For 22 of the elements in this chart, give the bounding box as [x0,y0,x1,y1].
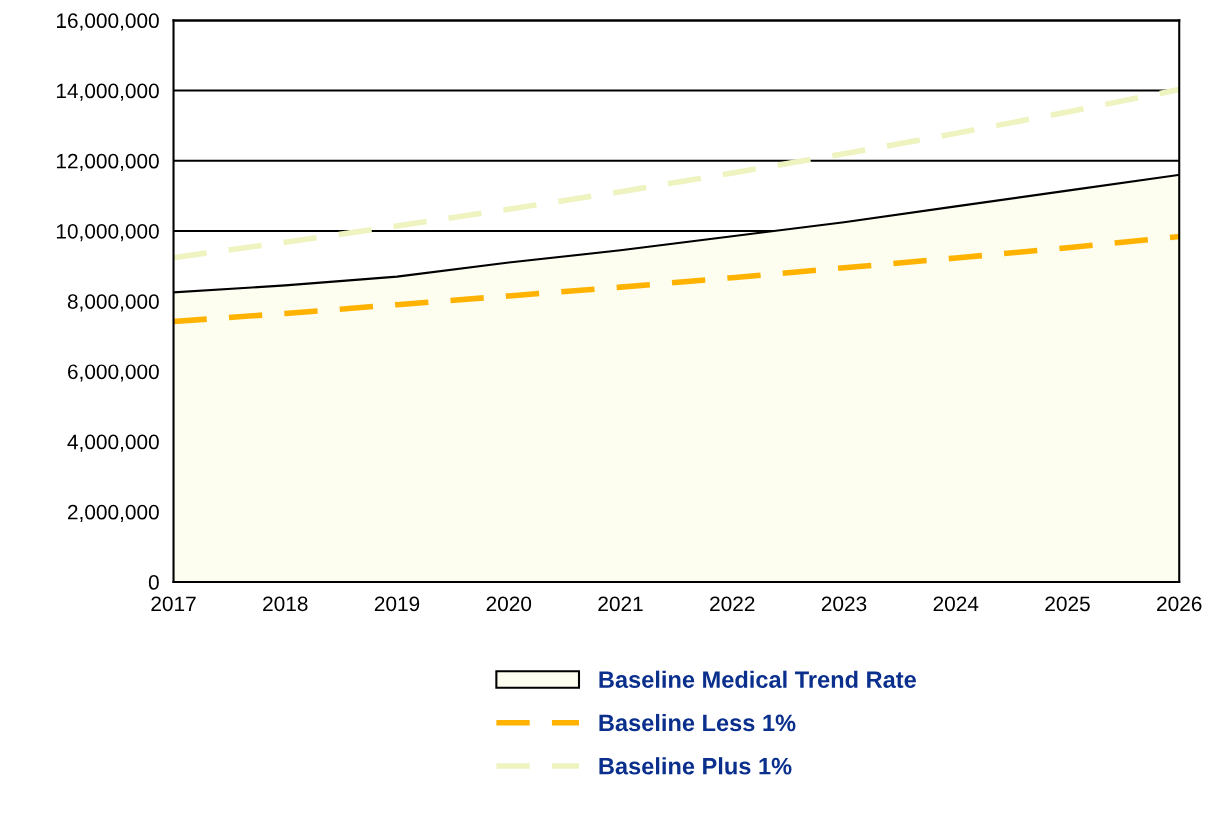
x-tick-label: 2026 [1157,596,1202,612]
x-tick-label: 2017 [151,596,196,612]
x-tick-label: 2021 [598,596,643,612]
y-tick-label: 16,000,000 [56,13,159,31]
x-tick-label: 2019 [374,596,420,612]
x-tick-label: 2023 [821,596,867,612]
x-tick-label: 2022 [710,596,755,612]
y-tick-label: 4,000,000 [67,434,159,452]
y-tick-label: 8,000,000 [67,294,159,312]
y-tick-label: 0 [148,575,159,590]
x-tick-label: 2025 [1045,596,1090,612]
y-tick-label: 6,000,000 [68,364,159,382]
legend-label: Baseline Plus 1% [599,757,792,775]
y-tick-label: 2,000,000 [68,504,159,523]
x-tick-label: 2024 [933,596,979,612]
y-tick-label: 10,000,000 [56,223,159,242]
x-tick-label: 2018 [263,596,308,612]
x-tick-label: 2020 [486,596,532,612]
legend-label: Baseline Medical Trend Rate [599,670,916,688]
legend-label: Baseline Less 1% [599,713,796,732]
y-tick-label: 12,000,000 [56,153,159,171]
y-tick-label: 14,000,000 [56,83,159,101]
